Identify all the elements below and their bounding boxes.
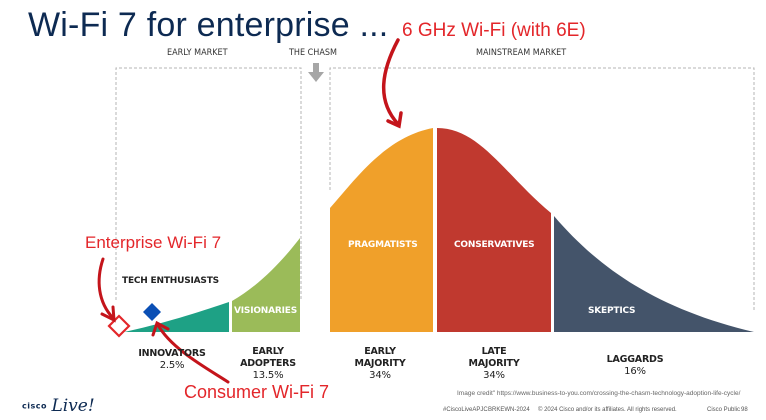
category-early-majority: EARLY MAJORITY 34% <box>340 346 420 382</box>
category-percent: 34% <box>369 370 391 381</box>
six-ghz-arrow-icon <box>382 38 403 129</box>
category-name-line2: MAJORITY <box>354 358 406 369</box>
chasm-arrow-icon <box>308 63 324 82</box>
tech-enthusiasts-label: TECH ENTHUSIASTS <box>122 276 219 286</box>
pragmatists-label: PRAGMATISTS <box>348 240 418 250</box>
enterprise-arrow-icon <box>97 257 116 323</box>
consumer-wifi7-marker-icon <box>143 303 161 321</box>
category-name: LAGGARDS <box>606 354 664 365</box>
segment-conservatives <box>437 128 551 332</box>
segment-visionaries <box>232 238 300 332</box>
mainstream-market-label: MAINSTREAM MARKET <box>476 48 567 58</box>
live-wordmark: Live! <box>51 396 95 416</box>
category-laggards: LAGGARDS 16% <box>595 354 675 378</box>
footer-copyright: © 2024 Cisco and/or its affiliates. All … <box>538 407 677 413</box>
segment-tech-enthusiasts <box>124 302 229 332</box>
cisco-wordmark: CISCO <box>22 401 47 411</box>
category-name: INNOVATORS <box>138 348 206 359</box>
cisco-live-logo: CISCO Live! <box>22 396 95 416</box>
page-number: 98 <box>741 407 748 413</box>
footer-session: BRKEWN-2024 <box>488 407 530 413</box>
category-late-majority: LATE MAJORITY 34% <box>454 346 534 382</box>
category-name-line2: MAJORITY <box>468 358 520 369</box>
skeptics-label: SKEPTICS <box>588 306 636 316</box>
enterprise-wifi7-annotation: Enterprise Wi-Fi 7 <box>85 233 222 252</box>
slide-title: Wi-Fi 7 for enterprise ... <box>28 6 389 44</box>
category-name-line2: ADOPTERS <box>240 358 296 369</box>
footer-hashtag: #CiscoLiveAPJC <box>443 407 488 413</box>
chasm-label: THE CHASM <box>289 48 338 58</box>
category-name-line1: EARLY <box>252 346 284 357</box>
category-early-adopters: EARLY ADOPTERS 13.5% <box>228 346 308 382</box>
six-ghz-annotation: 6 GHz Wi-Fi (with 6E) <box>402 20 586 41</box>
category-percent: 16% <box>624 366 646 377</box>
category-percent: 13.5% <box>252 370 284 381</box>
category-percent: 2.5% <box>159 360 185 371</box>
early-market-box <box>115 67 302 300</box>
conservatives-label: CONSERVATIVES <box>454 240 535 250</box>
category-innovators: INNOVATORS 2.5% <box>132 348 212 372</box>
segment-pragmatists <box>330 128 433 332</box>
image-credit: Image credit" https://www.business-to-yo… <box>457 390 741 397</box>
footer-classification: Cisco Public <box>707 407 741 413</box>
early-market-label: EARLY MARKET <box>167 48 228 58</box>
visionaries-label: VISIONARIES <box>234 306 298 316</box>
mainstream-market-box <box>329 67 755 310</box>
category-percent: 34% <box>483 370 505 381</box>
consumer-arrow-icon <box>151 320 230 384</box>
category-name-line1: LATE <box>481 346 507 357</box>
category-name-line1: EARLY <box>364 346 396 357</box>
consumer-wifi7-annotation: Consumer Wi-Fi 7 <box>184 382 330 402</box>
segment-skeptics <box>554 216 754 332</box>
